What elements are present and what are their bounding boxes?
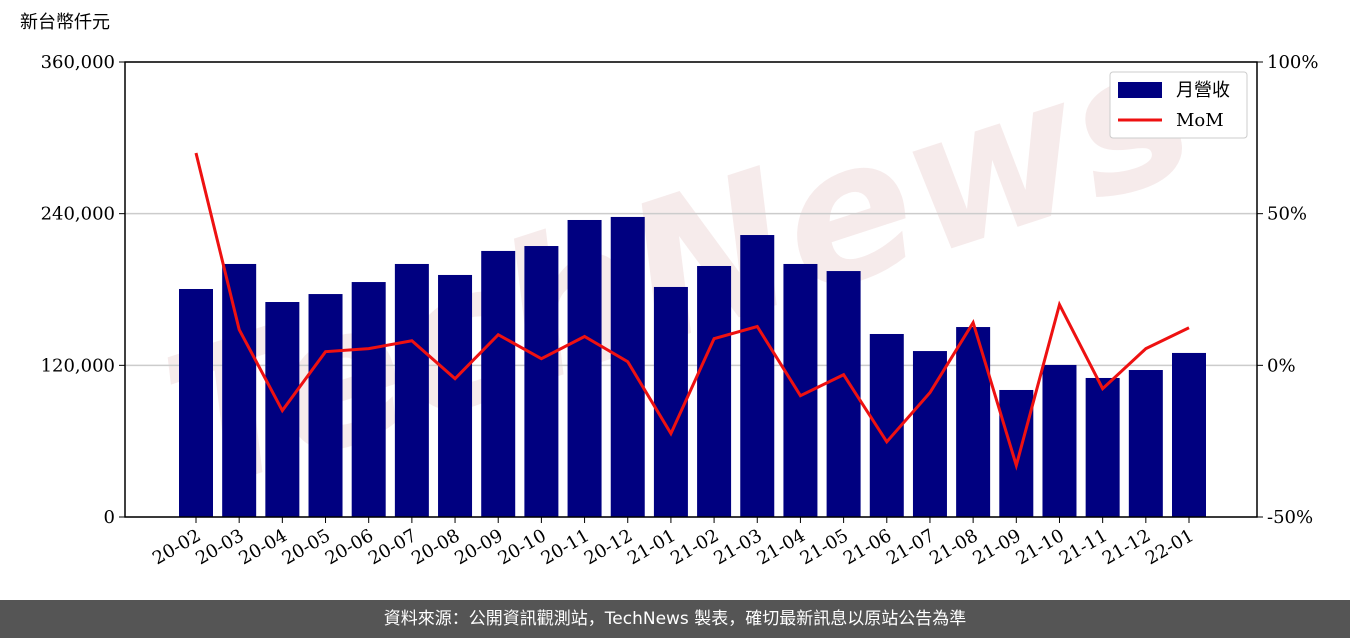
x-tick-label: 20-08: [408, 525, 463, 569]
y-axis-label: 新台幣仟元: [20, 12, 110, 33]
bar: [1042, 364, 1077, 517]
bar: [912, 351, 947, 517]
x-tick-label: 20-09: [451, 525, 506, 569]
bar: [697, 265, 732, 517]
x-tick-label: 21-06: [840, 525, 895, 569]
footer: 資料來源：公開資訊觀測站，TechNews 製表，確切最新訊息以原站公告為準: [0, 600, 1350, 638]
y-tick-label: 120,000: [41, 355, 115, 376]
y-tick-label: 240,000: [41, 204, 115, 225]
bar: [222, 263, 257, 517]
y2-tick-label: -50%: [1267, 507, 1313, 528]
bar: [351, 282, 386, 517]
y2-tick-label: 0%: [1267, 355, 1296, 376]
plot-frame: [124, 61, 1258, 518]
bar: [438, 274, 473, 517]
x-tick-label: 20-05: [279, 525, 334, 569]
bar: [999, 389, 1034, 517]
x-tick-label: 21-01: [624, 525, 679, 569]
legend-swatch: [1118, 82, 1162, 98]
chart: 新台幣仟元 TechNews0120,000240,000360,000-50%…: [20, 0, 1318, 569]
x-tick-label: 21-05: [797, 525, 852, 569]
bar: [308, 294, 343, 517]
bar: [524, 246, 559, 517]
x-tick-label: 21-10: [1013, 525, 1068, 569]
y2-tick-label: 50%: [1267, 204, 1307, 225]
bar: [740, 235, 775, 518]
bar: [1172, 352, 1206, 517]
bar: [610, 216, 645, 518]
bar: [394, 263, 429, 517]
bar: [653, 286, 688, 517]
x-tick-label: 20-10: [494, 525, 549, 569]
x-tick-label: 20-02: [149, 525, 204, 569]
x-tick-label: 21-08: [926, 525, 981, 569]
x-tick-label: 21-03: [710, 525, 765, 569]
bar: [567, 219, 602, 517]
x-tick-label: 20-06: [322, 525, 377, 569]
legend-label: MoM: [1176, 110, 1224, 131]
x-tick-label: 20-11: [538, 525, 593, 569]
bar: [956, 327, 991, 517]
bar: [179, 288, 213, 517]
legend-label: 月營收: [1176, 80, 1230, 101]
x-tick-label: 20-04: [235, 525, 290, 569]
bar: [481, 250, 516, 517]
y2-tick-label: 100%: [1267, 52, 1318, 73]
x-tick-label: 20-07: [365, 525, 420, 569]
x-tick-label: 21-12: [1099, 525, 1154, 569]
bar: [1128, 370, 1163, 517]
x-tick-label: 21-09: [969, 525, 1024, 569]
x-tick-label: 21-07: [883, 525, 938, 569]
x-tick-label: 21-11: [1056, 525, 1111, 569]
x-tick-label: 21-02: [667, 525, 722, 569]
bar: [1085, 377, 1120, 517]
x-tick-label: 21-04: [753, 525, 808, 569]
y-tick-label: 360,000: [41, 52, 115, 73]
x-tick-label: 20-12: [581, 525, 636, 569]
x-tick-label: 22-01: [1142, 525, 1197, 569]
line: [194, 152, 1190, 471]
y-tick-label: 0: [104, 507, 115, 528]
